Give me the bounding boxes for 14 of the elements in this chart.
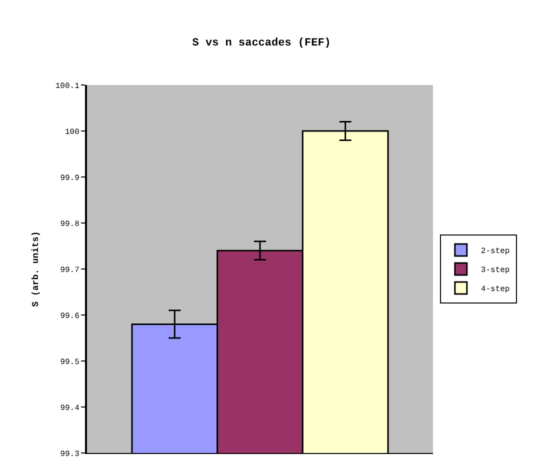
y-tick-label: 99.8	[60, 220, 80, 229]
y-tick-label: 100.1	[55, 82, 80, 91]
y-tick-label: 99.4	[60, 404, 80, 413]
y-tick-label: 100	[64, 128, 80, 137]
legend-label: 3-step	[480, 266, 510, 276]
chart-title: S vs n saccades (FEF)	[192, 38, 331, 50]
y-tick-label: 99.7	[60, 266, 80, 275]
y-tick-label: 99.5	[60, 358, 80, 367]
legend-label: 2-step	[480, 247, 510, 256]
legend-label: 4-step	[480, 285, 510, 294]
y-tick-label: 99.6	[60, 312, 80, 321]
y-axis-title: S (arb. units)	[31, 231, 42, 307]
y-tick-label: 99.9	[60, 174, 80, 183]
y-tick-label: 99.3	[60, 450, 80, 459]
